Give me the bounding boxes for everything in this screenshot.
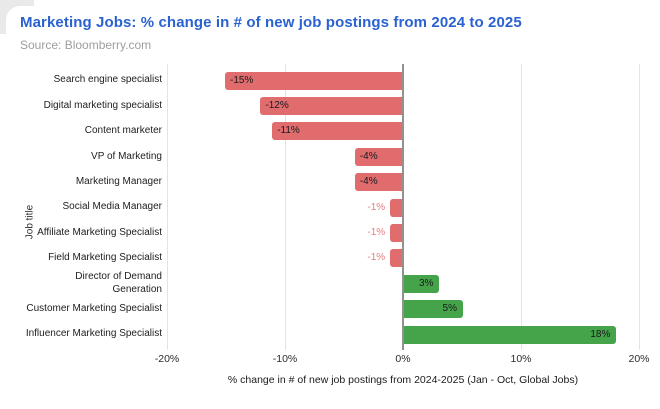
value-label: -1% [367,227,386,239]
x-tick-label: 0% [395,353,411,365]
category-label: Digital marketing specialist [43,99,162,111]
bar-track: -12% [167,93,639,118]
category-label: Influencer Marketing Specialist [25,328,162,340]
bar-row: Digital marketing specialist -12% [0,93,660,118]
bar-track: 18% [167,322,639,347]
value-label: -15% [230,74,254,86]
y-axis-title: Job title [24,204,36,240]
value-label: 18% [590,328,611,340]
bar-track: -4% [167,144,639,169]
bar-row: Affiliate Marketing Specialist -1% [0,220,660,245]
category-label: Search engine specialist [53,74,162,86]
bar-track: -1% [167,195,639,220]
bar-track: 3% [167,271,639,296]
bar: 18% [404,325,617,344]
bar-track: -1% [167,246,639,271]
bar-track: 5% [167,297,639,322]
category-label: VP of Marketing [91,150,162,162]
bar-row: Marketing Manager -4% [0,170,660,195]
zero-line [402,64,404,350]
bar-row: Social Media Manager -1% [0,195,660,220]
gridline [639,64,640,350]
category-label: Content marketer [84,125,162,137]
x-tick-label: -20% [154,353,180,365]
value-label: -11% [277,125,300,137]
value-label: -4% [359,150,378,162]
bar-row: Director of Demand Generation 3% [0,271,660,296]
bar-row: Search engine specialist -15% [0,68,660,93]
category-label: Marketing Manager [75,176,162,187]
value-label: 5% [442,303,457,315]
bar-row: Field Marketing Specialist -1% [0,246,660,271]
x-tick-label: -10% [272,353,298,365]
bar [390,249,402,268]
value-label: -1% [367,252,386,264]
bar: -4% [354,147,402,166]
chart-source: Source: Bloomberry.com [20,38,152,52]
bar: -11% [272,122,402,141]
bar-row: VP of Marketing -4% [0,144,660,169]
bar-track: -11% [167,119,639,144]
bar-rows: Search engine specialist -15% Digital mark… [0,68,660,347]
category-label: Social Media Manager [62,201,163,213]
gridline [521,64,522,350]
category-label: Director of Demand Generation [75,271,162,295]
bar-track: -1% [167,220,639,245]
bar: 5% [404,300,463,319]
bar: -4% [354,173,402,192]
x-tick-label: 10% [510,353,532,365]
category-label: Affiliate Marketing Specialist [37,226,162,238]
bar-row: Customer Marketing Specialist 5% [0,297,660,322]
x-tick-label: 20% [628,353,650,365]
bar: 3% [404,274,440,293]
bar: -12% [260,97,402,116]
chart-title: Marketing Jobs: % change in # of new job… [20,14,522,31]
bar [390,198,402,217]
x-axis-title: % change in # of new job postings from 2… [227,374,579,386]
value-label: -1% [367,201,386,213]
category-label: Field Marketing Specialist [48,252,162,264]
bar-track: -4% [167,170,639,195]
bar-row: Content marketer -11% [0,119,660,144]
bar-track: -15% [167,68,639,93]
value-label: -4% [359,176,378,188]
gridline [167,64,168,350]
gridline [285,64,286,350]
category-label: Customer Marketing Specialist [26,302,162,314]
value-label: 3% [418,277,434,289]
bar: -15% [225,71,402,90]
bar-row: Influencer Marketing Specialist 18% [0,322,660,347]
value-label: -12% [265,100,289,112]
bar [390,224,402,243]
